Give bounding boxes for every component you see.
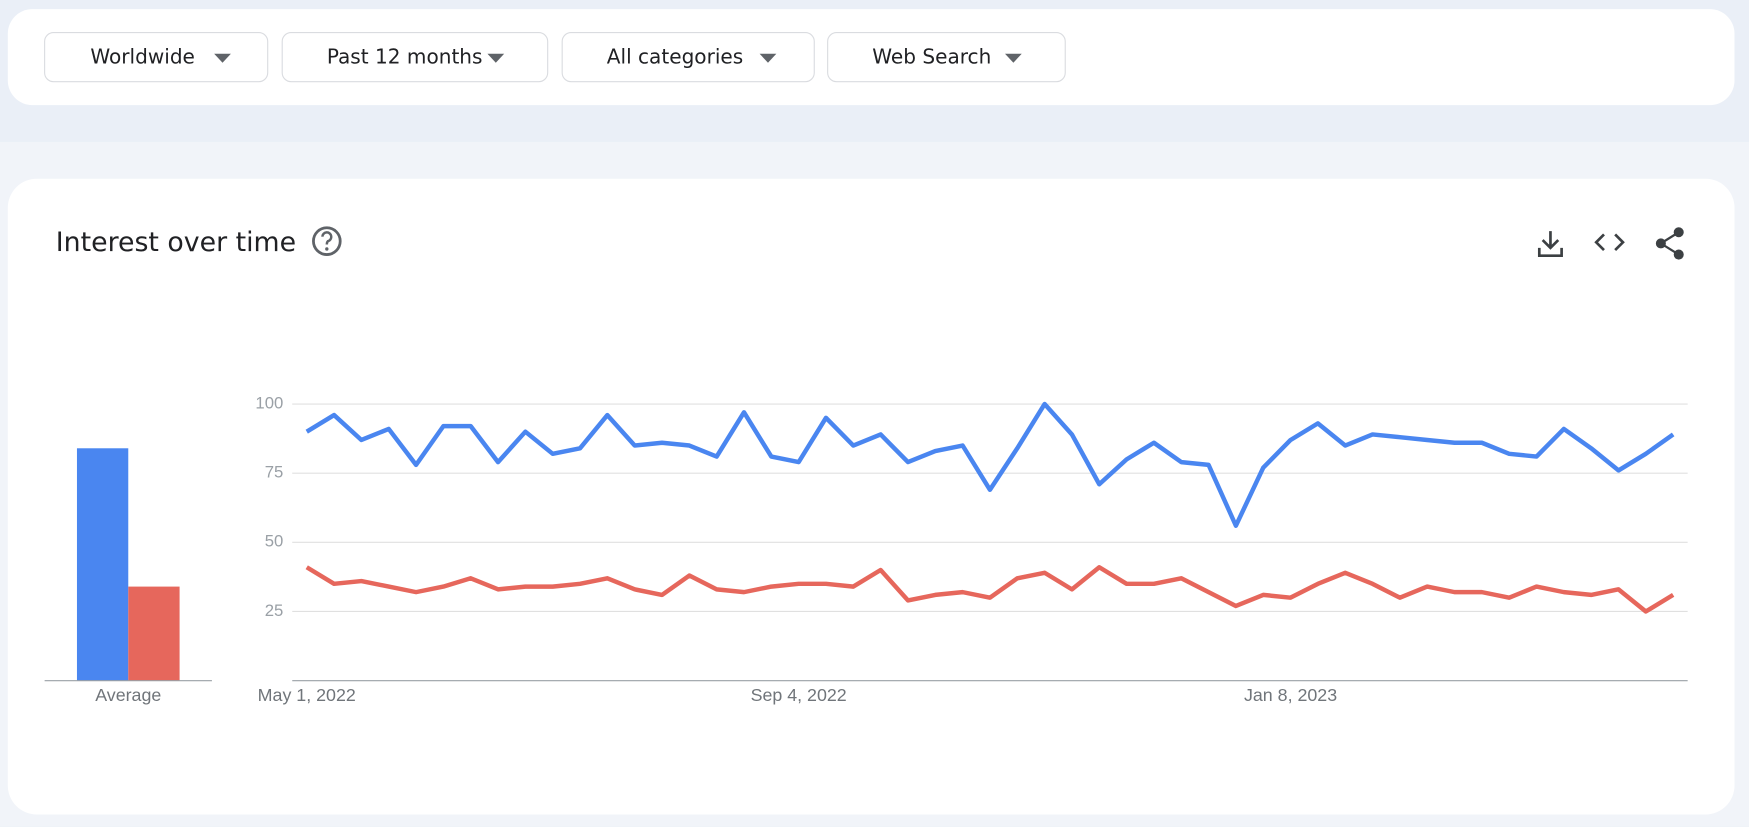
embed-icon[interactable] — [1594, 233, 1625, 252]
help-icon[interactable] — [312, 226, 342, 256]
x-tick-label: Sep 4, 2022 — [751, 685, 847, 705]
average-bar — [76, 448, 129, 681]
y-tick-label: 50 — [265, 532, 284, 551]
y-tick-label: 100 — [255, 393, 283, 412]
filter[interactable]: Past 12 months — [281, 32, 549, 83]
filter[interactable]: Worldwide — [44, 32, 269, 83]
x-tick-label: May 1, 2022 — [258, 685, 356, 705]
series-line — [305, 564, 1675, 614]
filter[interactable]: Web Search — [827, 32, 1066, 83]
filter-label[interactable]: Past 12 months — [327, 45, 483, 69]
filter-label[interactable]: All categories — [607, 45, 743, 69]
share-icon[interactable] — [1655, 227, 1684, 260]
chart-card — [7, 178, 1735, 815]
y-tick-label: 25 — [265, 601, 284, 620]
x-tick-label: Jan 8, 2023 — [1244, 685, 1337, 705]
card-title: Interest over time — [56, 227, 296, 258]
average-bar — [128, 586, 180, 681]
filter-label[interactable]: Worldwide — [90, 45, 195, 69]
filter[interactable]: All categories — [561, 32, 815, 83]
series-line — [305, 401, 1675, 528]
filter-label[interactable]: Web Search — [872, 45, 991, 69]
download-icon[interactable] — [1537, 231, 1563, 258]
y-tick-label: 75 — [265, 463, 284, 482]
x-label: Average — [95, 685, 161, 705]
